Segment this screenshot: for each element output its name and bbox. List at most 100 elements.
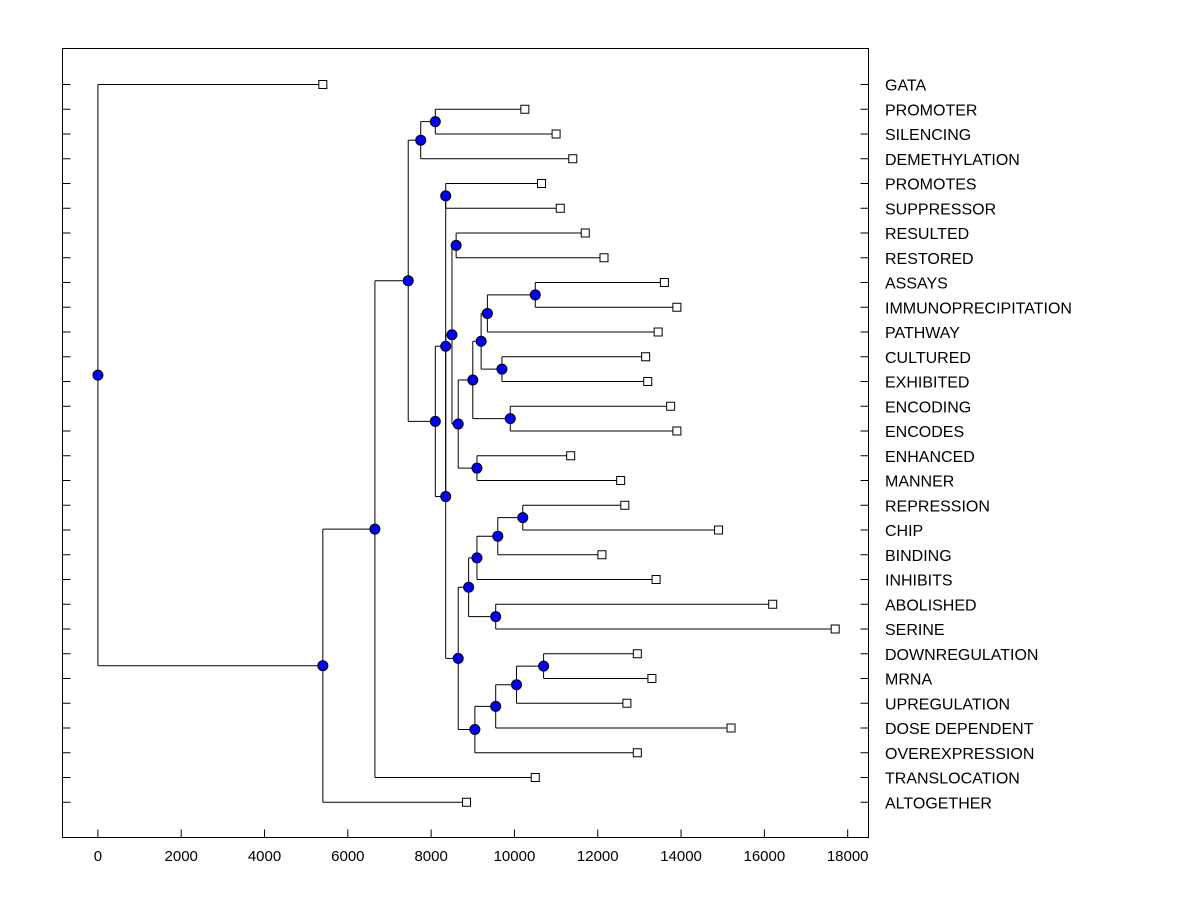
merge-node — [429, 415, 441, 427]
leaf-marker — [726, 723, 736, 733]
x-tick-label: 6000 — [331, 848, 364, 865]
leaf-label: UPREGULATION — [885, 696, 1010, 713]
leaf-marker — [616, 476, 626, 485]
leaf-label: PROMOTES — [885, 177, 977, 194]
leaf-marker — [551, 129, 561, 139]
merge-node — [415, 134, 427, 146]
merge-node — [440, 491, 452, 503]
leaf-marker — [672, 426, 682, 436]
leaf-marker — [568, 154, 578, 164]
leaf-marker — [580, 228, 590, 238]
x-tick-label: 8000 — [414, 848, 447, 865]
leaf-label: BINDING — [885, 548, 952, 565]
merge-node — [475, 335, 487, 347]
merge-node — [402, 275, 414, 287]
merge-node — [440, 190, 452, 202]
leaf-marker — [632, 649, 642, 659]
leaf-marker — [566, 451, 576, 461]
leaf-marker — [597, 550, 607, 560]
merge-node — [92, 369, 104, 381]
leaf-marker — [632, 748, 642, 758]
leaf-label: PROMOTER — [885, 102, 977, 119]
merge-node — [317, 660, 329, 672]
leaf-label: ABOLISHED — [885, 597, 977, 614]
leaf-label: DEMETHYLATION — [885, 152, 1020, 169]
leaf-label: SERINE — [885, 622, 945, 639]
leaf-marker — [530, 773, 540, 782]
merge-node — [463, 581, 475, 593]
leaf-marker — [659, 278, 669, 287]
y-tick-marks — [62, 84, 869, 803]
leaf-marker — [768, 599, 778, 609]
merge-node — [538, 660, 550, 672]
leaf-labels: GATA PROMOTER SILENCING DEMETHYLATION PROMOT… — [885, 78, 1072, 813]
x-tick-label: 14000 — [660, 848, 702, 865]
leaf-label: SUPPRESSOR — [885, 201, 996, 218]
merge-node — [429, 116, 441, 128]
leaf-label: INHIBITS — [885, 573, 953, 590]
merge-node — [517, 512, 529, 524]
leaf-label: IMMUNOPRECIPITATION — [885, 300, 1072, 317]
leaf-marker — [555, 203, 565, 213]
leaf-label: ALTOGETHER — [885, 795, 992, 812]
merge-nodes — [92, 116, 550, 736]
leaf-marker — [622, 698, 632, 708]
leaf-marker — [666, 401, 676, 411]
leaf-label: GATA — [885, 78, 927, 95]
merge-node — [492, 530, 504, 542]
merge-node — [490, 611, 502, 623]
leaf-markers — [318, 80, 840, 807]
leaf-marker — [620, 500, 630, 510]
leaf-label: PATHWAY — [885, 325, 960, 342]
merge-node — [490, 700, 502, 712]
leaf-marker — [672, 302, 682, 312]
merge-node — [469, 724, 481, 736]
merge-node — [450, 239, 462, 251]
leaf-label: CHIP — [885, 523, 923, 540]
leaf-marker — [537, 179, 547, 188]
x-tick-label: 4000 — [248, 848, 281, 865]
leaf-marker — [318, 80, 328, 89]
leaf-label: ENCODING — [885, 399, 971, 416]
leaf-marker — [641, 352, 651, 362]
leaf-label: RESTORED — [885, 251, 974, 268]
leaf-label: TRANSLOCATION — [885, 771, 1020, 788]
merge-node — [452, 652, 464, 664]
merge-node — [529, 289, 541, 301]
x-tick-label: 16000 — [744, 848, 786, 865]
leaf-marker — [653, 327, 663, 337]
merge-node — [446, 329, 458, 341]
leaf-label: MANNER — [885, 474, 954, 491]
x-tick-label: 2000 — [165, 848, 198, 865]
dendrogram-links — [97, 84, 836, 803]
merge-node — [496, 363, 508, 375]
x-tick-label: 12000 — [577, 848, 619, 865]
leaf-marker — [599, 253, 609, 263]
leaf-marker — [830, 624, 840, 634]
leaf-label: ENHANCED — [885, 449, 975, 466]
merge-node — [467, 374, 479, 386]
leaf-label: EXHIBITED — [885, 375, 969, 392]
x-axis: 0 2000 4000 6000 8000 10000 12000 14000 16000 180… — [94, 829, 869, 865]
merge-node — [471, 462, 483, 474]
leaf-marker — [647, 674, 657, 683]
x-tick-label: 18000 — [827, 848, 869, 865]
merge-node — [511, 679, 523, 691]
merge-node — [452, 418, 464, 430]
leaf-label: ENCODES — [885, 424, 964, 441]
x-tick-label: 0 — [94, 848, 102, 865]
merge-node — [471, 552, 483, 564]
leaf-label: CULTURED — [885, 350, 971, 367]
leaf-marker — [643, 377, 653, 386]
leaf-marker — [520, 104, 530, 114]
leaf-marker — [714, 525, 724, 535]
merge-node — [369, 523, 381, 535]
leaf-label: DOSE DEPENDENT — [885, 721, 1034, 738]
merge-node — [504, 413, 516, 425]
leaf-marker — [651, 575, 661, 584]
leaf-label: OVEREXPRESSION — [885, 746, 1034, 763]
merge-node — [481, 307, 493, 319]
leaf-label: RESULTED — [885, 226, 969, 243]
leaf-label: REPRESSION — [885, 498, 990, 515]
